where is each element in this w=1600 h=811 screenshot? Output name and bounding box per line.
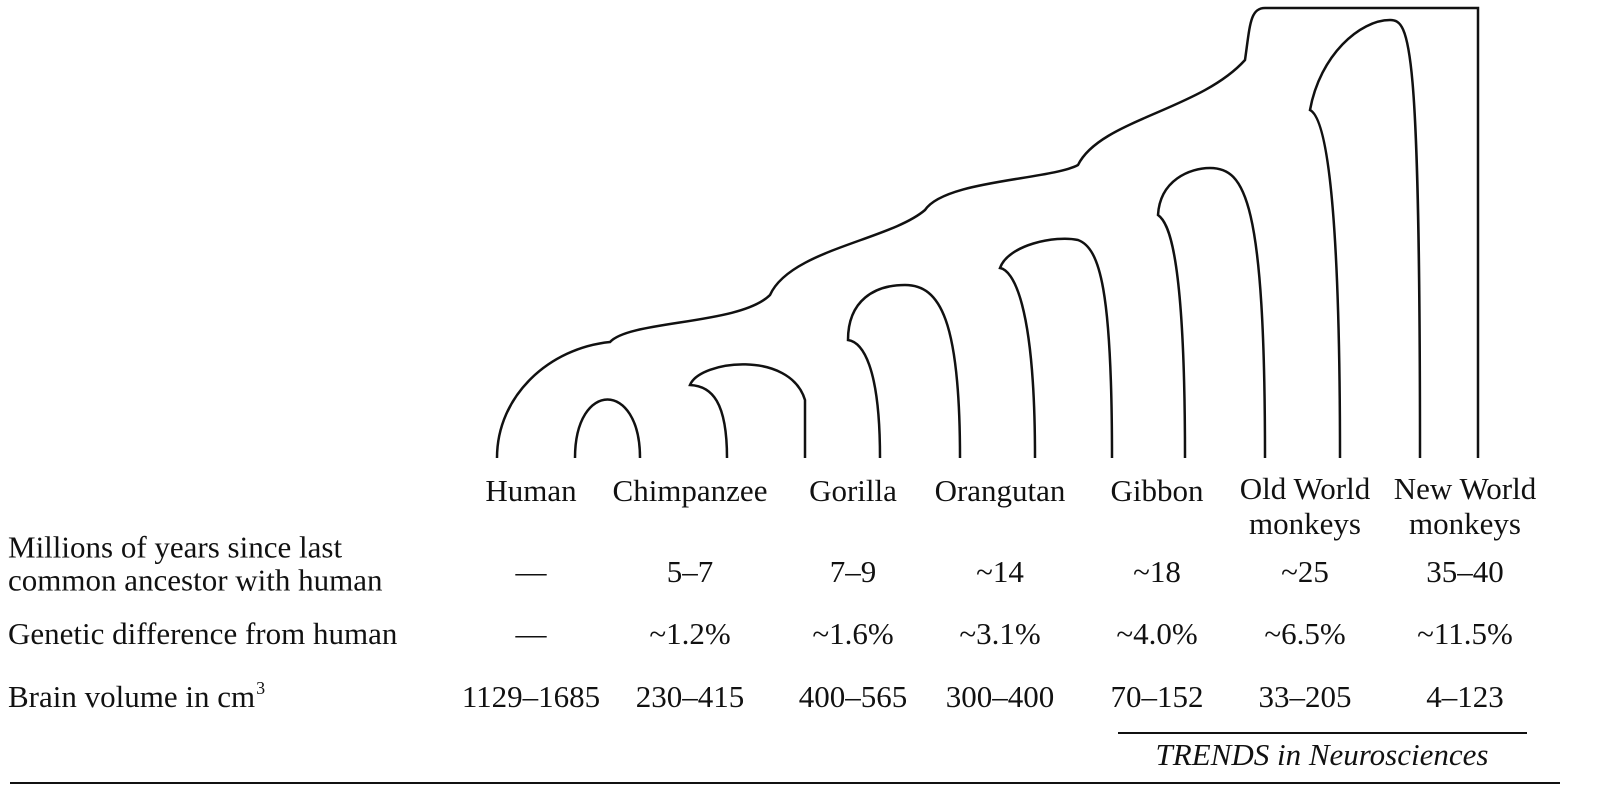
row-label: common ancestor with human bbox=[8, 563, 383, 598]
branch-arch bbox=[688, 363, 807, 459]
species-label: Gorilla bbox=[809, 473, 897, 508]
species-label: Orangutan bbox=[935, 473, 1066, 508]
branch-arch bbox=[1308, 18, 1422, 459]
cell-value: ~14 bbox=[976, 554, 1024, 589]
branch-arch bbox=[846, 283, 962, 459]
cell-value: ~6.5% bbox=[1264, 616, 1345, 651]
cell-value: ~11.5% bbox=[1417, 616, 1513, 651]
species-label: Gibbon bbox=[1111, 473, 1205, 508]
branch-arch bbox=[1156, 166, 1267, 459]
species-label: New World bbox=[1394, 471, 1537, 506]
species-label: monkeys bbox=[1249, 506, 1361, 541]
cell-value: 70–152 bbox=[1111, 679, 1204, 714]
cell-value: 4–123 bbox=[1426, 679, 1504, 714]
species-label: Old World bbox=[1240, 471, 1371, 506]
source: TRENDS in Neurosciences bbox=[1156, 737, 1489, 772]
tree-outline bbox=[495, 6, 1480, 459]
species-label: Chimpanzee bbox=[613, 473, 768, 508]
row-label: Millions of years since last bbox=[8, 530, 342, 565]
cell-value: 7–9 bbox=[830, 554, 877, 589]
cell-value: — bbox=[515, 554, 548, 589]
row-label-superscript: 3 bbox=[256, 678, 265, 698]
row-label: Genetic difference from human bbox=[8, 616, 398, 651]
phylogenetic-tree bbox=[495, 6, 1480, 459]
branch-arch bbox=[998, 237, 1114, 459]
cell-value: ~1.6% bbox=[812, 616, 893, 651]
species-label: monkeys bbox=[1409, 506, 1521, 541]
cell-value: ~25 bbox=[1281, 554, 1329, 589]
cell-value: 1129–1685 bbox=[462, 679, 600, 714]
branch-arch bbox=[573, 398, 642, 459]
cell-value: 230–415 bbox=[636, 679, 745, 714]
cell-value: 400–565 bbox=[799, 679, 908, 714]
cell-value: ~4.0% bbox=[1116, 616, 1197, 651]
cell-value: — bbox=[515, 616, 548, 651]
species-label: Human bbox=[485, 473, 577, 508]
cell-value: 300–400 bbox=[946, 679, 1055, 714]
cell-value: 5–7 bbox=[667, 554, 714, 589]
cell-value: ~18 bbox=[1133, 554, 1181, 589]
cell-value: ~1.2% bbox=[649, 616, 730, 651]
row-label: Brain volume in cm bbox=[8, 679, 255, 714]
cell-value: ~3.1% bbox=[959, 616, 1040, 651]
cell-value: 35–40 bbox=[1426, 554, 1504, 589]
cell-value: 33–205 bbox=[1259, 679, 1352, 714]
